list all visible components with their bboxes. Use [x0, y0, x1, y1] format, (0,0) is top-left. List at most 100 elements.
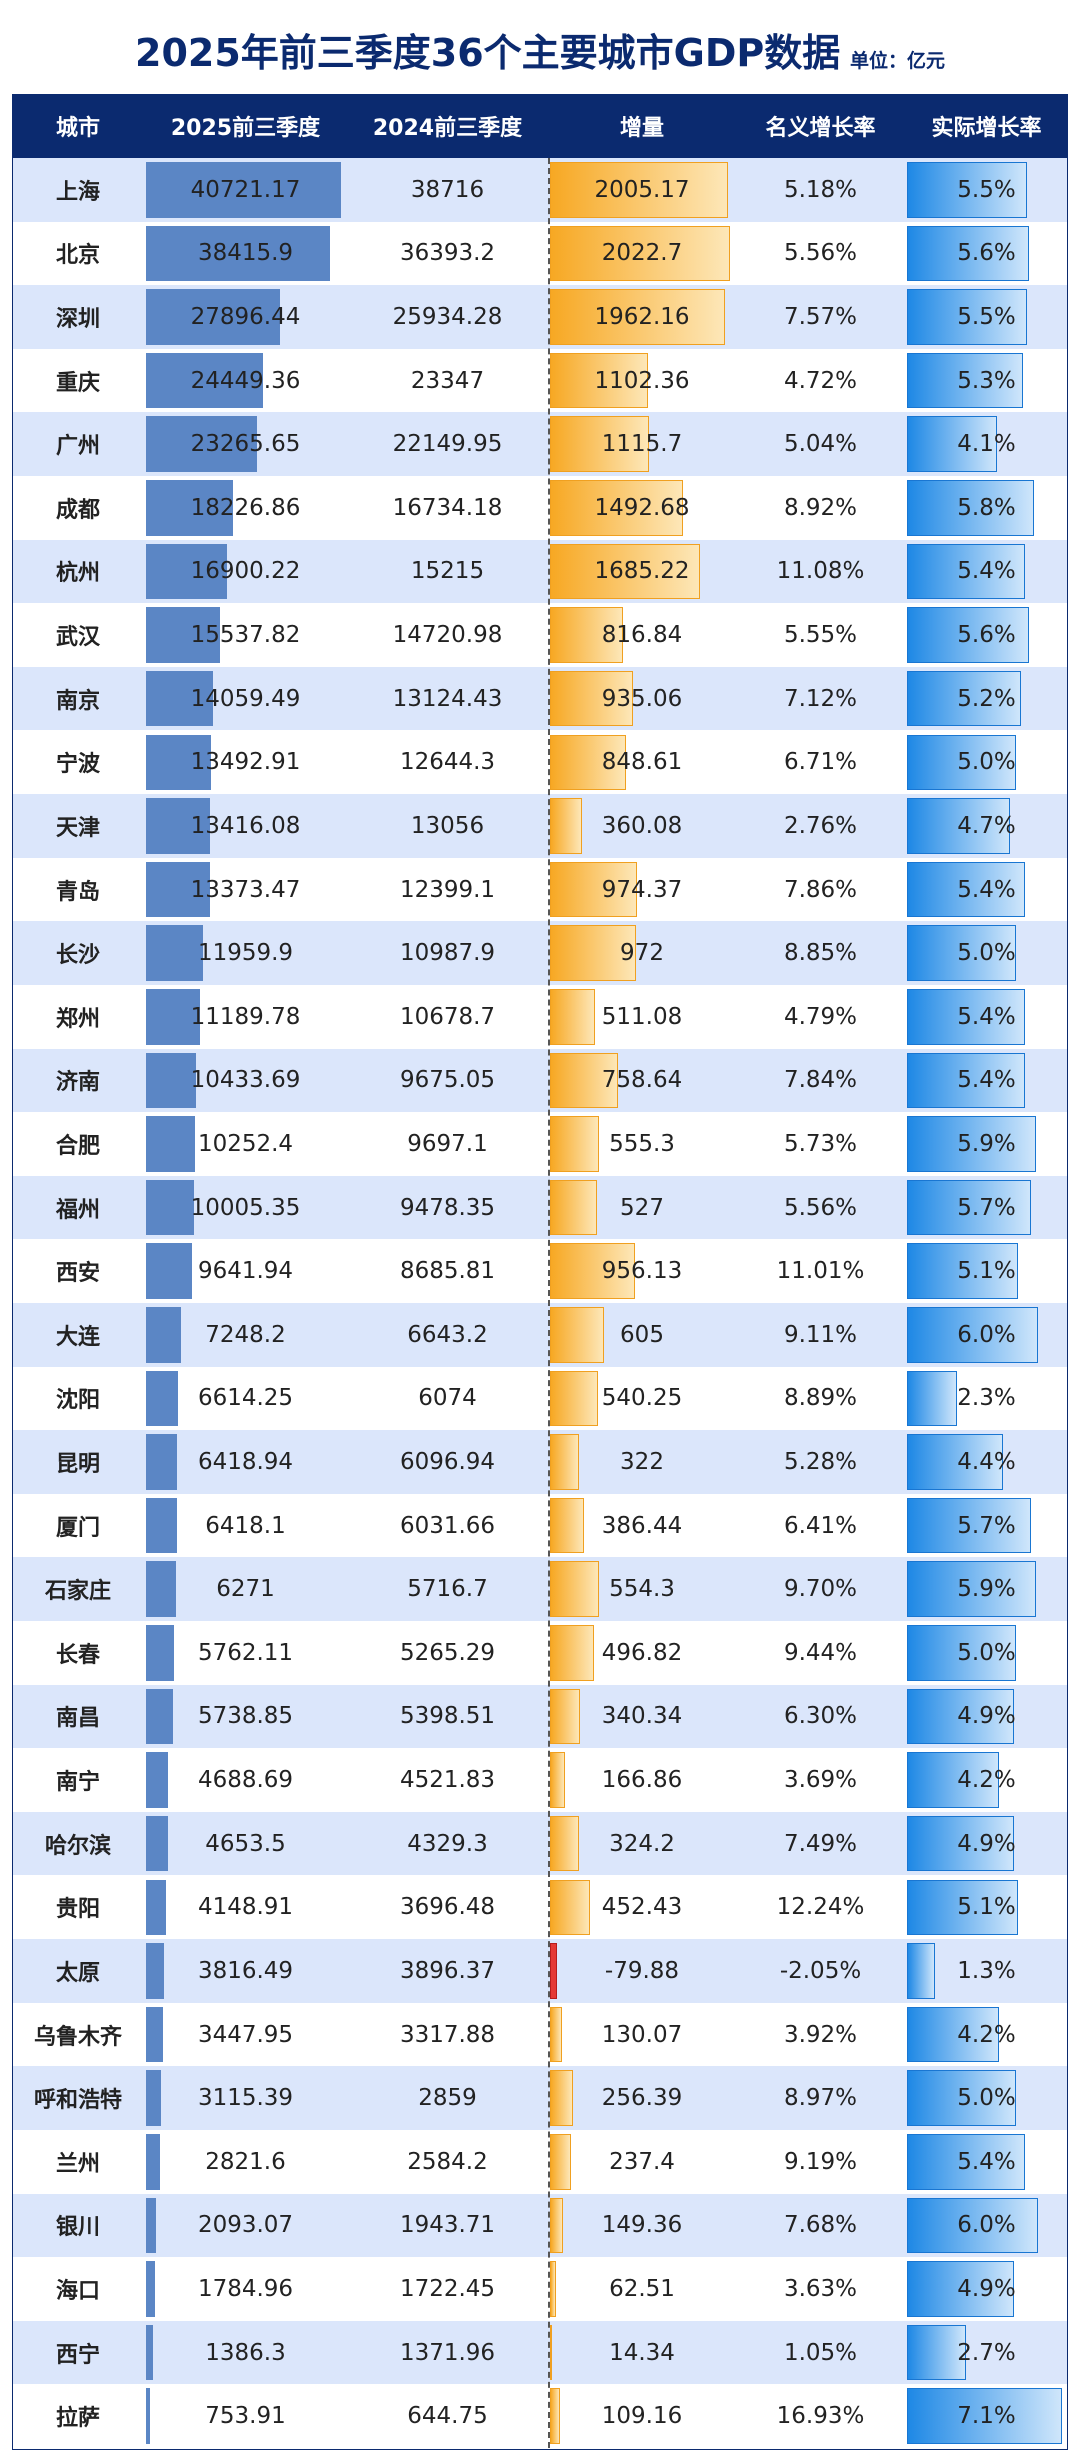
table-row: 西安 9641.94 8685.81 956.13 11.01% 5.1% [12, 1239, 1068, 1303]
table-cell: 1962.16 [594, 304, 690, 331]
table-row: 上海 40721.17 38716 2005.17 5.18% 5.5% [12, 158, 1068, 222]
table-cell: 5.0% [957, 749, 1016, 776]
table-cell: 324.2 [609, 1830, 675, 1857]
table-cell: 7.84% [783, 1067, 858, 1094]
table-row: 贵阳 4148.91 3696.48 452.43 12.24% 5.1% [12, 1875, 1068, 1940]
table-cell: 109.16 [601, 2403, 683, 2430]
header-cell: 2025前三季度 [170, 116, 321, 141]
table-cell: 3.92% [783, 2021, 858, 2048]
real-growth-bar [907, 1052, 1025, 1109]
real-growth-bar [907, 352, 1023, 409]
table-cell: 4.2% [957, 2021, 1016, 2048]
table-cell: 753.91 [205, 2403, 286, 2430]
gdp-bar [146, 543, 227, 600]
table-cell: 16734.18 [392, 494, 503, 521]
table-cell: 5.6% [957, 622, 1016, 649]
real-growth-bar [907, 1179, 1032, 1236]
gdp-bar [146, 1815, 169, 1872]
table-cell: 长春 [55, 1642, 100, 1668]
table-cell: 11959.9 [197, 940, 294, 967]
real-growth-bar [907, 1688, 1014, 1745]
table-cell: 5.1% [957, 1894, 1016, 1921]
table-cell: 5.4% [957, 876, 1016, 903]
gdp-bar [146, 1307, 181, 1363]
table-cell: 6418.1 [205, 1512, 286, 1539]
table-row: 西宁 1386.3 1371.96 14.34 1.05% 2.7% [12, 2320, 1068, 2385]
table-cell: 23265.65 [190, 431, 301, 458]
table-cell: 1784.96 [197, 2275, 294, 2302]
table-cell: 605 [620, 1321, 664, 1348]
table-cell: 4.79% [783, 1003, 858, 1030]
table-cell: 8.97% [783, 2085, 858, 2112]
table-cell: 2.3% [957, 1385, 1016, 1412]
gdp-bar [146, 2388, 150, 2444]
table-cell: 4329.3 [407, 1830, 488, 1857]
unit: 单位：亿元 [850, 50, 946, 72]
table-cell: 大连 [55, 1324, 100, 1350]
table-cell: 青岛 [55, 879, 100, 905]
table-cell: 5762.11 [197, 1639, 294, 1666]
table-cell: 9675.05 [399, 1067, 496, 1094]
table-cell: 10252.4 [197, 1130, 294, 1157]
table-cell: 5.0% [957, 940, 1016, 967]
table-cell: 5.4% [957, 558, 1016, 585]
table-cell: 15537.82 [190, 622, 301, 649]
table-cell: 386.44 [601, 1512, 683, 1539]
table-cell: 6271 [216, 1576, 275, 1603]
gdp-bar [146, 2006, 163, 2063]
table-cell: 4.1% [957, 431, 1016, 458]
table-cell: 7.68% [783, 2212, 858, 2239]
header-cell: 名义增长率 [765, 116, 876, 141]
real-growth-bar [907, 925, 1017, 981]
table-cell: 1943.71 [399, 2212, 496, 2239]
table-cell: 4.9% [957, 2275, 1016, 2302]
increase-bar [550, 670, 634, 727]
table-cell: 7248.2 [205, 1321, 286, 1348]
table-cell: 5.28% [783, 1449, 858, 1476]
table-cell: 5.5% [957, 176, 1016, 203]
table-cell: 郑州 [55, 1006, 100, 1032]
table-cell: 13492.91 [190, 749, 301, 776]
table-cell: 1722.45 [399, 2275, 496, 2302]
table-cell: 2859 [418, 2085, 477, 2112]
increase-bar [550, 1943, 558, 1999]
table-cell: 11.01% [776, 1258, 865, 1285]
table-cell: 6.41% [783, 1512, 858, 1539]
title: 2025年前三季度36个主要城市GDP数据 [135, 31, 841, 75]
table-cell: 6614.25 [197, 1385, 294, 1412]
increase-bar [550, 1307, 604, 1363]
increase-bar [550, 1879, 591, 1936]
gdp-bar [146, 1370, 178, 1427]
increase-bar [550, 2261, 556, 2317]
increase-bar [550, 1370, 599, 1427]
table-cell: 3115.39 [197, 2085, 294, 2112]
real-growth-bar [907, 2133, 1025, 2190]
table-cell: 5.6% [957, 240, 1016, 267]
table-cell: 130.07 [601, 2021, 683, 2048]
gdp-bar [146, 925, 204, 981]
table-cell: 7.1% [957, 2403, 1016, 2430]
table-row: 广州 23265.65 22149.95 1115.7 5.04% 4.1% [12, 412, 1068, 477]
table-cell: 5.8% [957, 494, 1016, 521]
table-cell: 9697.1 [407, 1130, 488, 1157]
gdp-bar [146, 1688, 174, 1745]
table-cell: 5265.29 [399, 1639, 496, 1666]
gdp-bar [146, 2197, 157, 2254]
table-cell: 沈阳 [55, 1388, 100, 1414]
real-growth-bar [907, 225, 1030, 282]
table-cell: 6643.2 [407, 1321, 488, 1348]
table-cell: 4148.91 [197, 1894, 294, 1921]
table-cell: 1115.7 [601, 431, 683, 458]
gdp-bar [146, 670, 214, 727]
real-growth-bar [907, 861, 1025, 918]
table-cell: 5.4% [957, 1003, 1016, 1030]
real-growth-bar [907, 1561, 1036, 1618]
table-cell: 974.37 [601, 876, 683, 903]
real-growth-bar [907, 734, 1017, 791]
gdp-bar [146, 1052, 196, 1109]
table-cell: 1685.22 [594, 558, 690, 585]
increase-bar [550, 1561, 600, 1618]
table-cell: 7.57% [783, 304, 858, 331]
header-cell: 实际增长率 [931, 116, 1042, 141]
gdp-bar [146, 861, 211, 918]
